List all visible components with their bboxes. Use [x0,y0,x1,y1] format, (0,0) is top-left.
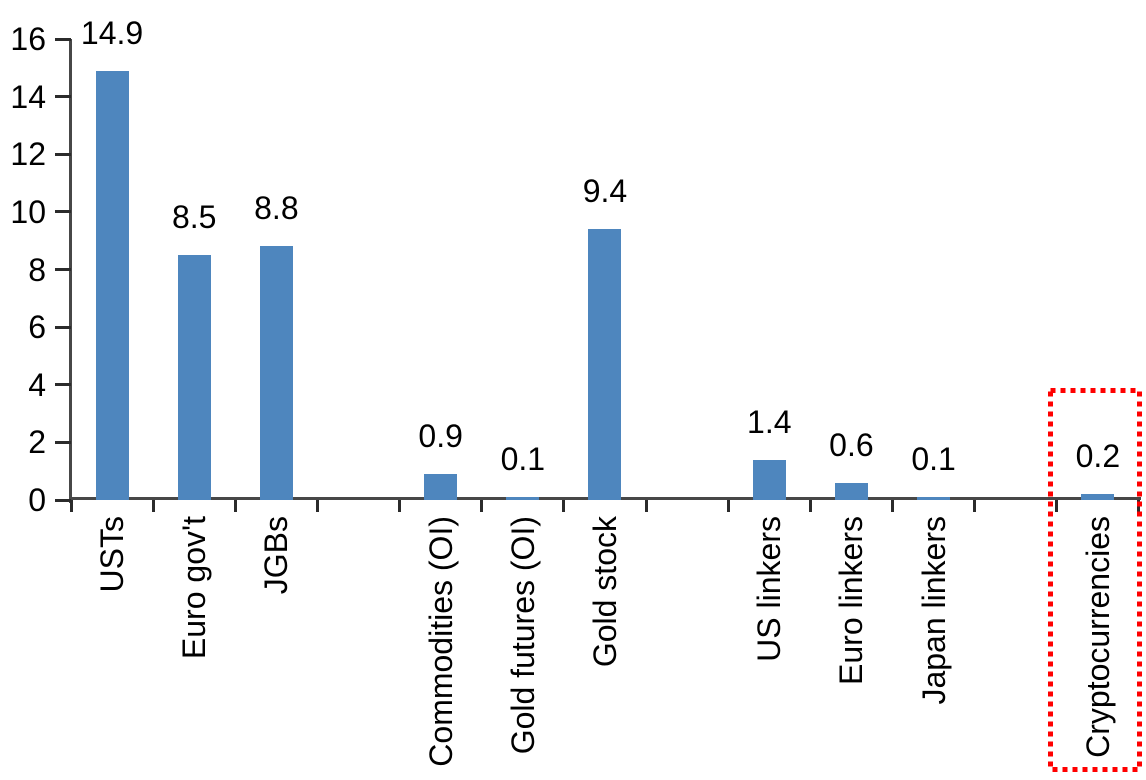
x-axis-tick [398,500,402,512]
y-axis-tick-label: 14 [10,78,46,115]
y-axis-tick-label: 16 [10,21,46,57]
y-axis-tick-label: 4 [28,366,46,403]
x-axis-category-label: Euro gov't [176,516,213,660]
y-axis-tick [55,268,71,271]
bar-value-label: 1.4 [747,403,792,440]
y-axis-tick-label: 0 [28,482,46,518]
x-axis-category-label: USTs [94,516,131,593]
x-axis-tick [315,500,319,512]
y-axis-tick-label: 12 [10,136,46,173]
x-axis-tick [891,500,894,512]
x-axis-category-label: Euro linkers [833,516,870,685]
bar [424,474,458,500]
x-axis-category-label: Commodities (OI) [422,516,459,767]
bar-value-label: 9.4 [582,173,628,210]
bar-value-label: 8.8 [254,190,299,227]
highlight-box-rect [1048,388,1142,772]
x-axis-tick [1055,500,1059,512]
y-axis-tick-label: 10 [10,193,46,230]
x-axis-tick [233,500,237,512]
x-axis-tick [480,500,484,512]
bar [259,246,293,500]
x-axis-tick [562,500,566,512]
y-axis-tick-label: 2 [28,424,46,461]
highlight-box [1048,388,1142,772]
y-axis-tick-label: 8 [28,251,46,288]
bar [752,459,786,500]
bar [177,255,211,500]
x-axis-tick [644,500,648,512]
x-axis-category-label: Gold futures (OI) [504,516,541,755]
bar-value-label: 0.6 [829,426,874,463]
bar [834,482,868,500]
bar [506,497,540,500]
bar-value-label: 0.1 [911,441,956,478]
bar-value-label: 0.9 [418,418,463,455]
y-axis-tick [55,95,71,99]
y-axis-tick [55,37,71,41]
bar [917,497,951,500]
bar [95,70,129,500]
x-axis-category-label: JGBs [258,516,295,595]
bar-value-label: 8.5 [171,199,217,236]
y-axis-line [69,39,72,503]
bar [1081,494,1115,500]
x-axis-category-label: Gold stock [586,516,623,668]
x-axis-tick [151,500,155,512]
x-axis-tick [69,500,73,512]
y-axis-tick [55,210,71,214]
bar [588,229,622,500]
y-axis-tick [55,498,71,502]
y-axis-tick-label: 6 [28,309,46,346]
x-axis-category-label: Japan linkers [915,516,952,705]
x-axis-tick [808,500,812,512]
bar-value-label: 14.9 [80,14,144,51]
y-axis-tick [55,383,71,387]
y-axis-tick [55,152,71,156]
x-axis-category-label: US linkers [751,516,788,662]
y-axis-tick [55,325,71,329]
x-axis-tick [973,500,977,512]
y-axis-tick [55,440,71,444]
bar-value-label: 0.2 [1075,438,1121,475]
bar-value-label: 0.1 [500,441,546,478]
x-axis-tick [726,500,730,512]
